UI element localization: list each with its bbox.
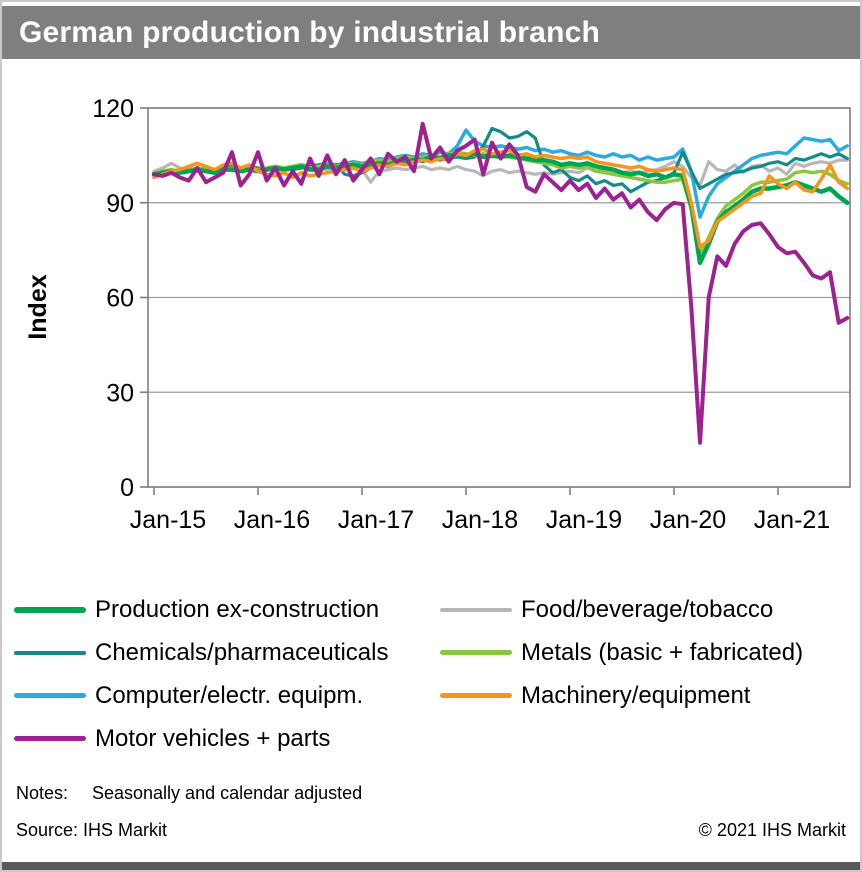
legend-item-computer: Computer/electr. equipm. [14, 674, 388, 717]
line-chart: 0 30 60 90 120 Jan-15 Jan-16 Jan-17 Jan-18 Jan-19… [92, 95, 851, 534]
legend-swatch-production [14, 606, 86, 613]
legend-swatch-machinery [440, 693, 512, 698]
series-line-motor [152, 121, 850, 445]
legend-label-food: Food/beverage/tobacco [521, 595, 774, 623]
notes-label: Notes: [16, 783, 69, 803]
x-tick-label: Jan-20 [650, 506, 726, 534]
legend-column-1: Production ex-construction Chemicals/phar… [14, 588, 388, 760]
legend-label-machinery: Machinery/equipment [521, 681, 751, 709]
y-axis-title: Index [24, 274, 52, 340]
legend-swatch-motor [14, 736, 86, 741]
x-tick-label: Jan-18 [442, 506, 518, 534]
x-tick-label: Jan-17 [338, 506, 414, 534]
legend-label-computer: Computer/electr. equipm. [95, 681, 364, 709]
legend-label-chemicals: Chemicals/pharmaceuticals [95, 638, 389, 666]
y-tick-label: 30 [106, 379, 134, 407]
copyright-text: © 2021 IHS Markit [698, 820, 846, 840]
source-text: Source: IHS Markit [16, 820, 168, 840]
legend-label-motor: Motor vehicles + parts [95, 724, 331, 752]
legend-swatch-computer [14, 693, 86, 698]
notes-row: Notes: Seasonally and calendar adjusted [16, 783, 846, 804]
source-row: Source: IHS Markit © 2021 IHS Markit [16, 820, 846, 841]
y-tick-label: 0 [120, 474, 134, 502]
notes-text: Seasonally and calendar adjusted [92, 783, 363, 803]
bottom-accent-bar [2, 862, 860, 870]
legend-label-metals: Metals (basic + fabricated) [521, 638, 804, 666]
legend-column-2: Food/beverage/tobacco Metals (basic + fab… [440, 588, 803, 717]
legend: Production ex-construction Chemicals/phar… [2, 588, 860, 764]
legend-swatch-food [440, 607, 512, 612]
legend-swatch-metals [440, 650, 512, 655]
legend-item-machinery: Machinery/equipment [440, 674, 803, 717]
legend-item-food: Food/beverage/tobacco [440, 588, 803, 631]
x-tick-label: Jan-16 [234, 506, 310, 534]
y-tick-label: 120 [92, 95, 134, 123]
y-tick-label: 90 [106, 190, 134, 218]
legend-item-chemicals: Chemicals/pharmaceuticals [14, 631, 388, 674]
x-tick-label: Jan-19 [546, 506, 622, 534]
x-tick-label: Jan-15 [130, 506, 206, 534]
title-bar: German production by industrial branch [2, 6, 860, 59]
legend-item-metals: Metals (basic + fabricated) [440, 631, 803, 674]
x-tick-label: Jan-21 [754, 506, 830, 534]
legend-item-production: Production ex-construction [14, 588, 388, 631]
legend-item-motor: Motor vehicles + parts [14, 717, 388, 760]
y-tick-label: 60 [106, 285, 134, 313]
chart-title: German production by industrial branch [19, 16, 600, 49]
legend-swatch-chemicals [14, 650, 86, 655]
legend-label-production: Production ex-construction [95, 595, 380, 623]
